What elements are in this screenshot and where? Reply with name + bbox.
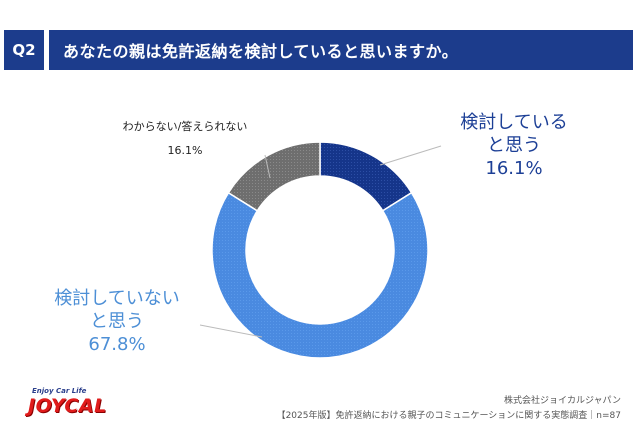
label-considering: 検討している と思う 16.1%: [452, 111, 576, 180]
leader-line-unknown: [264, 154, 271, 179]
footer-survey: 【2025年版】免許返納における親子のコミュニケーションに関する実態調査｜n=8…: [276, 411, 621, 421]
footer-source: 株式会社ジョイカルジャパン 【2025年版】免許返納における親子のコミュニケーシ…: [277, 394, 621, 424]
logo-wordmark: JOYCAL: [28, 395, 107, 417]
leader-line-considering: [379, 145, 442, 166]
footer-company: 株式会社ジョイカルジャパン: [503, 396, 621, 406]
label-considering-pct: 16.1%: [485, 158, 543, 179]
label-not-considering-line1: 検討していない: [54, 288, 180, 309]
label-unknown-pct: 16.1%: [167, 144, 203, 157]
label-not-considering: 検討していない と思う 67.8%: [41, 287, 193, 356]
logo-tagline: Enjoy Car Life: [32, 387, 87, 395]
slice-not-considering: [211, 191, 429, 359]
slice-unknown: [227, 141, 321, 212]
label-not-considering-pct: 67.8%: [88, 334, 146, 355]
label-not-considering-line2: と思う: [90, 311, 144, 332]
question-title: あなたの親は免許返納を検討していると思いますか。: [49, 30, 633, 70]
joycal-logo: Enjoy Car Life JOYCAL: [22, 387, 127, 427]
label-considering-line2: と思う: [487, 135, 541, 156]
label-unknown-line1: わからない/答えられない: [122, 120, 248, 133]
question-badge: Q2: [4, 30, 44, 70]
label-unknown: わからない/答えられない 16.1%: [100, 115, 270, 163]
label-considering-line1: 検討している: [460, 112, 568, 133]
leader-line-not-considering: [199, 324, 263, 338]
